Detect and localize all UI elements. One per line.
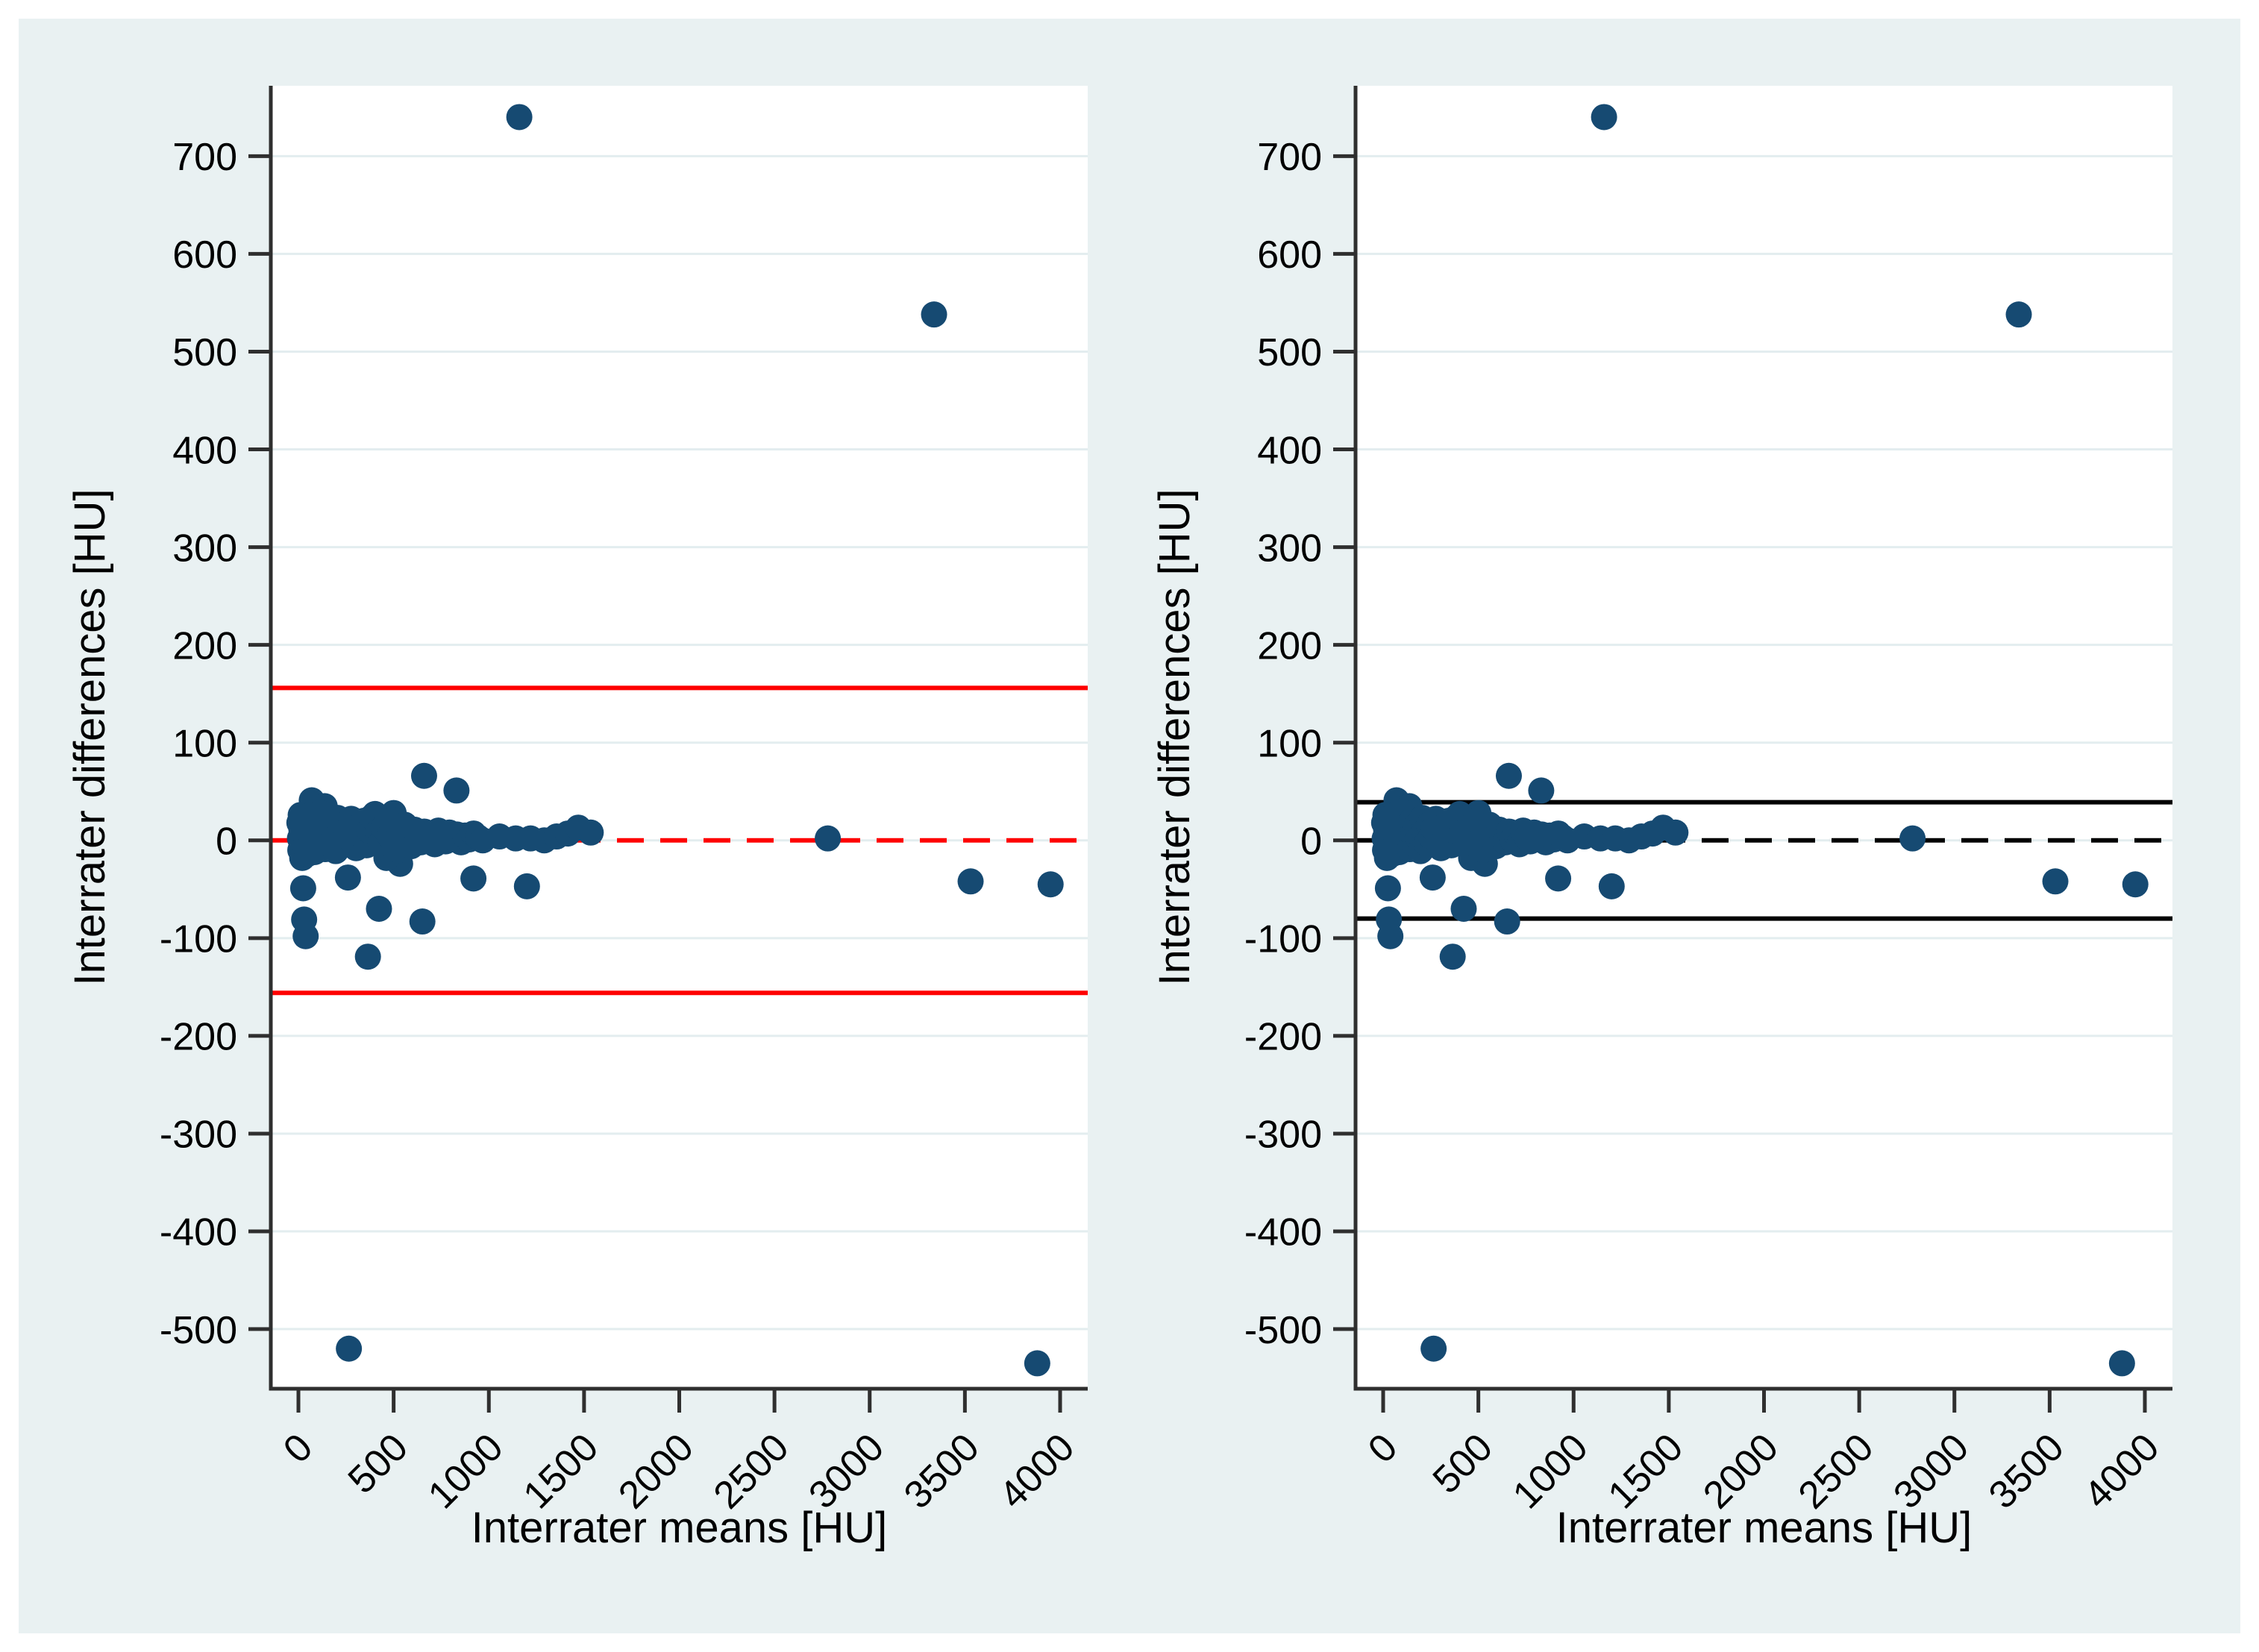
y-tick-label: 100 [1257,722,1322,765]
scatter-point [2005,301,2032,328]
y-tick-label: 300 [1257,527,1322,570]
scatter-point [1662,819,1689,846]
y-tick-label: 300 [172,527,237,570]
scatter-series [1370,104,2149,1377]
scatter-point [409,908,436,935]
y-tick-label: -100 [1244,918,1322,961]
scatter-point [2108,1350,2135,1377]
y-tick-label: 0 [216,820,237,863]
scatter-point [921,301,947,328]
scatter-point [1598,873,1625,899]
y-tick-label: 600 [1257,233,1322,277]
y-tick-label: 700 [172,136,237,179]
plot-area [271,86,1088,1389]
scatter-point [957,868,984,895]
y-tick-label: 0 [1300,820,1322,863]
scatter-point [1024,1350,1050,1377]
y-axis-title: Interrater differences [HU] [66,489,114,985]
scatter-point [1377,923,1404,949]
scatter-point [1439,943,1466,970]
scatter-point [1528,777,1555,804]
scatter-point [460,865,487,892]
y-tick-label: 700 [1257,136,1322,179]
scatter-point [1591,104,1617,131]
scatter-point [2042,868,2069,895]
y-axis-title: Interrater differences [HU] [1150,489,1199,985]
scatter-point [1037,871,1064,898]
y-tick-label: -400 [1244,1211,1322,1254]
scatter-point [1545,865,1572,892]
scatter-point [334,864,361,891]
scatter-point [289,875,316,902]
scatter-point [815,825,842,852]
y-tick-label: -400 [160,1211,237,1254]
y-tick-label: 400 [172,429,237,472]
plot-area [1356,86,2172,1389]
scatter-point [443,777,470,804]
scatter-point [506,104,533,131]
right-bland-altman-panel: -500 -400 -300 -200 -100 0 100 200 300 400 500 600 7… [1150,86,2172,1552]
y-tick-label: -500 [1244,1309,1322,1352]
y-tick-label: 600 [172,233,237,277]
y-tick-label: -200 [160,1016,237,1059]
scatter-point [1494,908,1520,935]
y-tick-label: -100 [160,918,237,961]
scatter-point [1419,864,1446,891]
scatter-series [286,104,1064,1377]
x-axis-title: Interrater means [HU] [1556,1504,1973,1552]
scatter-point [354,943,381,970]
scatter-point [292,923,319,949]
scatter-point [366,896,392,923]
y-tick-label: -300 [160,1114,237,1157]
scatter-point [336,1335,363,1362]
y-tick-label: 200 [1257,624,1322,668]
scatter-point [1899,825,1926,852]
x-axis-title: Interrater means [HU] [471,1504,888,1552]
scatter-point [513,873,540,899]
scatter-point [1420,1335,1447,1362]
y-tick-label: -300 [1244,1114,1322,1157]
scatter-point [577,819,604,846]
scatter-point [410,762,437,789]
scatter-point [1495,762,1522,789]
y-tick-label: -200 [1244,1016,1322,1059]
y-tick-label: 500 [1257,331,1322,374]
scatter-point [1450,896,1477,923]
y-tick-label: 500 [172,331,237,374]
y-tick-label: 100 [172,722,237,765]
y-tick-label: 200 [172,624,237,668]
scatter-point [1374,875,1401,902]
y-tick-label: -500 [160,1309,237,1352]
y-tick-label: 400 [1257,429,1322,472]
scatter-point [2122,871,2149,898]
